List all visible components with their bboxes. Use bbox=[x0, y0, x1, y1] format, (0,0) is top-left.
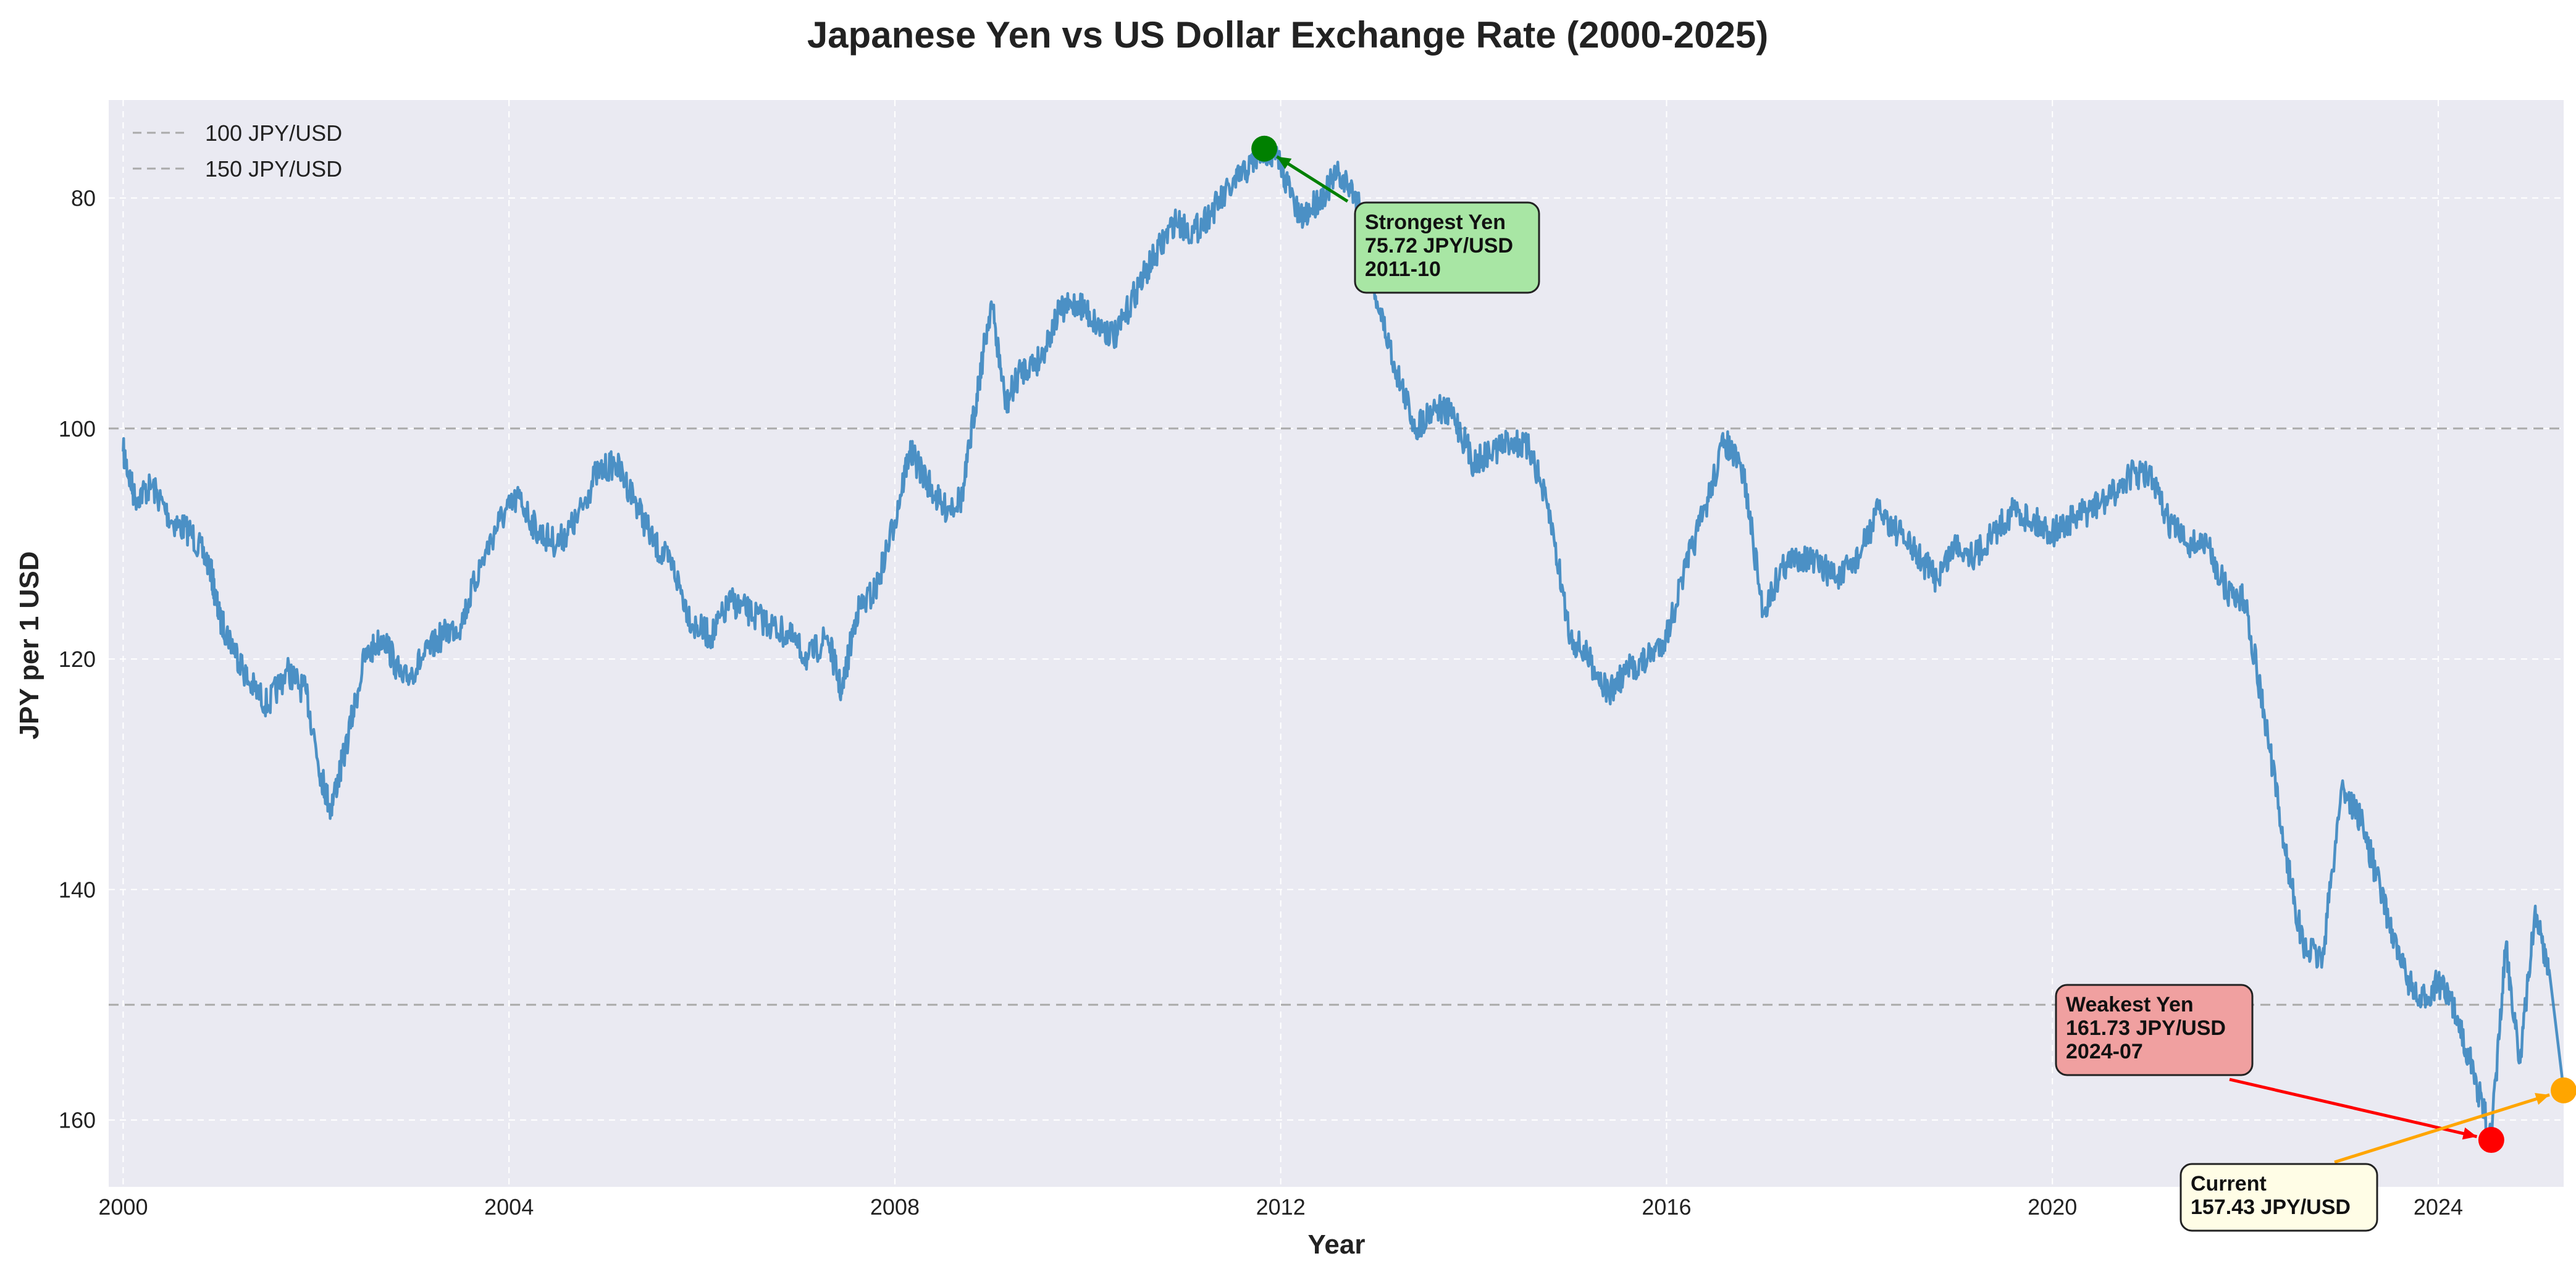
current-arrow bbox=[2334, 1093, 2550, 1164]
legend: 100 JPY/USD 150 JPY/USD bbox=[133, 120, 342, 182]
x-tick-label: 2024 bbox=[2414, 1194, 2463, 1220]
strongest-marker bbox=[1251, 135, 1278, 162]
legend-label: 100 JPY/USD bbox=[205, 120, 342, 146]
current-marker bbox=[2551, 1077, 2576, 1103]
y-tick-label: 140 bbox=[59, 877, 96, 902]
current-arrowhead bbox=[2535, 1092, 2550, 1105]
strongest-arrow bbox=[1276, 155, 1349, 203]
y-tick-label: 120 bbox=[59, 647, 96, 672]
strongest-label: Strongest Yen bbox=[1365, 211, 1506, 234]
current-label: 157.43 JPY/USD bbox=[2191, 1195, 2351, 1219]
legend-label: 150 JPY/USD bbox=[205, 156, 342, 182]
x-tick-label: 2000 bbox=[98, 1194, 148, 1220]
weakest-arrowhead bbox=[2462, 1127, 2477, 1140]
strongest-box bbox=[1354, 201, 1540, 294]
x-tick-label: 2004 bbox=[484, 1194, 534, 1220]
y-tick-label: 80 bbox=[71, 186, 96, 211]
y-axis-label: JPY per 1 USD bbox=[14, 551, 44, 740]
weakest-marker bbox=[2478, 1127, 2504, 1153]
y-ticks: 80 100 120 140 160 bbox=[59, 186, 96, 1133]
x-tick-label: 2016 bbox=[1642, 1194, 1691, 1220]
weakest-box bbox=[2055, 984, 2254, 1076]
weakest-arrow bbox=[2229, 1078, 2478, 1139]
current-box bbox=[2180, 1163, 2378, 1232]
strongest-label: 2011-10 bbox=[1365, 257, 1441, 281]
y-tick-label: 100 bbox=[59, 416, 96, 442]
strongest-label: 75.72 JPY/USD bbox=[1365, 234, 1513, 257]
x-tick-label: 2008 bbox=[870, 1194, 920, 1220]
x-tick-label: 2012 bbox=[1256, 1194, 1306, 1220]
weakest-label: Weakest Yen bbox=[2066, 993, 2194, 1016]
weakest-label: 2024-07 bbox=[2066, 1040, 2143, 1063]
series-layer bbox=[122, 136, 2566, 1142]
chart-title: Japanese Yen vs US Dollar Exchange Rate … bbox=[807, 14, 1768, 56]
strongest-arrowhead bbox=[1277, 156, 1292, 169]
exchange-rate-line bbox=[122, 136, 2566, 1142]
x-tick-label: 2020 bbox=[2028, 1194, 2077, 1220]
x-ticks: 2000 2004 2008 2012 2016 2020 2024 bbox=[98, 1194, 2463, 1220]
weakest-label: 161.73 JPY/USD bbox=[2066, 1016, 2226, 1040]
y-tick-label: 160 bbox=[59, 1108, 96, 1133]
current-label: Current bbox=[2191, 1172, 2267, 1195]
x-axis-label: Year bbox=[1308, 1229, 1366, 1260]
